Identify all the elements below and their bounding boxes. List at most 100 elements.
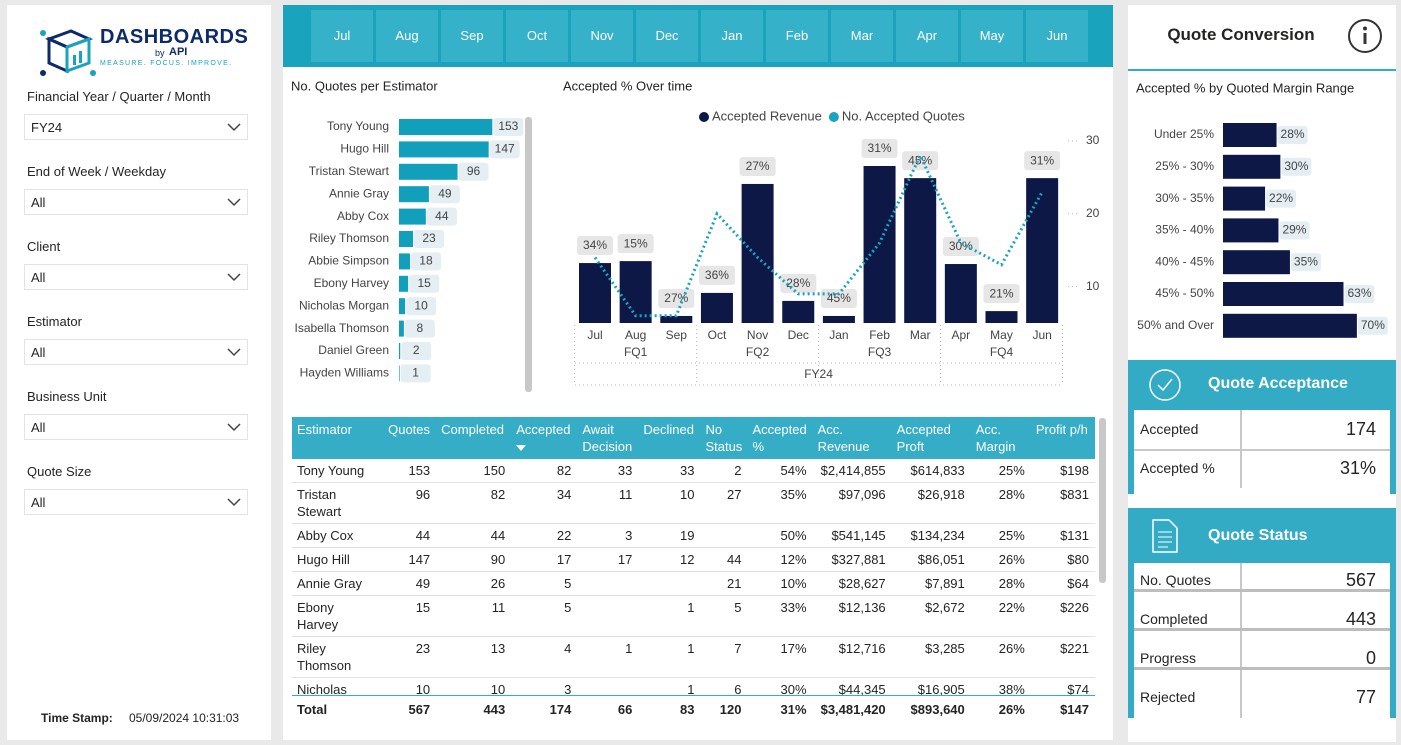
table-cell: 10: [436, 677, 512, 695]
table-cell: 5: [700, 595, 748, 637]
table-cell: 1: [638, 595, 701, 637]
column-header[interactable]: Profit p/h: [1030, 417, 1095, 459]
dropdown-value: All: [31, 270, 46, 285]
table-cell: 90: [436, 547, 512, 572]
table-cell: 4: [511, 636, 578, 678]
month-tab[interactable]: Jan: [701, 10, 763, 62]
total-cell: 66: [577, 695, 639, 721]
table-cell: [638, 571, 701, 596]
table-cell: $541,145: [812, 523, 892, 548]
month-tab[interactable]: Jun: [1026, 10, 1088, 62]
table-cell: 33%: [747, 595, 813, 637]
table-cell: 3: [511, 677, 578, 695]
table-cell: $28,627: [812, 571, 892, 596]
column-header[interactable]: Quotes: [383, 417, 437, 459]
column-header[interactable]: Accepted: [511, 417, 578, 459]
table-cell: 12%: [747, 547, 813, 572]
table-cell: 54%: [747, 459, 813, 483]
table-row: Ebony Harvey 15 11 5 1 5 33% $12,136 $2,672 22% $2…: [292, 595, 1095, 637]
logo-icon: [40, 29, 96, 76]
card-value: 174: [1345, 419, 1376, 439]
month-tab[interactable]: Apr: [896, 10, 958, 62]
month-tab[interactable]: May: [961, 10, 1023, 62]
table-row: Hugo Hill 147 90 17 17 12 44 12% $327,881 $86,051…: [292, 547, 1095, 572]
table-cell: 147: [383, 547, 437, 572]
card-value: 567: [1345, 570, 1376, 590]
month-tab[interactable]: Feb: [766, 10, 828, 62]
dropdown[interactable]: All: [24, 264, 248, 290]
filter-label: Business Unit: [27, 389, 107, 404]
table-cell: 15: [383, 595, 437, 637]
table-total: Total 567 443 174 66 83 120 31% $3,481,420 $893,6…: [292, 695, 1095, 721]
table-cell: $2,414,855: [812, 459, 892, 483]
dropdown[interactable]: All: [24, 489, 248, 515]
table-cell: $221: [1030, 636, 1095, 678]
table-cell: 7: [700, 636, 748, 678]
info-icon[interactable]: [1347, 18, 1383, 54]
table-cell: $16,905: [891, 677, 971, 695]
month-tab[interactable]: Mar: [831, 10, 893, 62]
month-tab[interactable]: Jul: [311, 10, 373, 62]
table-cell: $134,234: [891, 523, 971, 548]
dropdown[interactable]: FY24: [24, 114, 248, 140]
table-cell: 26%: [970, 547, 1031, 572]
table-cell: 96: [383, 482, 437, 524]
column-header[interactable]: Completed: [436, 417, 512, 459]
table-cell: 3: [577, 523, 639, 548]
dropdown[interactable]: All: [24, 189, 248, 215]
table-cell: 21: [700, 571, 748, 596]
table-cell: 1: [638, 636, 701, 678]
chevron: [227, 498, 241, 507]
table-cell: 150: [436, 459, 512, 483]
column-header[interactable]: No Status: [700, 417, 748, 459]
table-cell: $12,136: [812, 595, 892, 637]
column-header[interactable]: Await Decision: [577, 417, 639, 459]
table-body: Tony Young 153 150 82 33 33 2 54% $2,414,855 $614…: [292, 459, 1095, 695]
table-row: Riley Thomson 23 13 4 1 1 7 17% $12,716 $3,285 26%…: [292, 636, 1095, 678]
month-tab[interactable]: Oct: [506, 10, 568, 62]
table-cell: $198: [1030, 459, 1095, 483]
estimator-table: Estimator Quotes Completed Accepted Await De…: [292, 417, 1095, 721]
column-header[interactable]: Acc. Revenue: [812, 417, 892, 459]
table-cell: 33: [577, 459, 639, 483]
column-header[interactable]: Accepted Proft: [891, 417, 971, 459]
table-cell: 10: [383, 677, 437, 695]
table-cell: 82: [511, 459, 578, 483]
card-value: 443: [1345, 609, 1376, 629]
table-cell: $7,891: [891, 571, 971, 596]
month-tab[interactable]: Dec: [636, 10, 698, 62]
table-cell: 27: [700, 482, 748, 524]
total-cell: $3,481,420: [812, 695, 892, 721]
month-tab[interactable]: Nov: [571, 10, 633, 62]
table-cell: 1: [638, 677, 701, 695]
table-cell: 33: [638, 459, 701, 483]
month-tab[interactable]: Sep: [441, 10, 503, 62]
table-cell: Riley Thomson: [292, 636, 384, 678]
card-label: Rejected: [1140, 689, 1196, 705]
column-header[interactable]: Accepted %: [747, 417, 813, 459]
total-cell: $893,640: [891, 695, 971, 721]
filter-label: Estimator: [27, 314, 82, 329]
table-cell: 10%: [747, 571, 813, 596]
table-cell: 49: [383, 571, 437, 596]
dropdown[interactable]: All: [24, 414, 248, 440]
dropdown[interactable]: All: [24, 339, 248, 365]
table-header: Estimator Quotes Completed Accepted Await De…: [292, 417, 1095, 459]
total-cell: 174: [511, 695, 578, 721]
month-tab[interactable]: Aug: [376, 10, 438, 62]
column-header[interactable]: Estimator: [292, 417, 384, 459]
table-cell: $131: [1030, 523, 1095, 548]
table-cell: 38%: [970, 677, 1031, 695]
logo-by: by: [155, 48, 165, 58]
table-cell: $3,285: [891, 636, 971, 678]
table-cell: $12,716: [812, 636, 892, 678]
scrollbar: [1099, 418, 1106, 583]
table-cell: Ebony Harvey: [292, 595, 384, 637]
table-cell: Tony Young: [292, 459, 384, 483]
column-header[interactable]: Acc. Margin: [970, 417, 1031, 459]
timestamp-label: Time Stamp:: [41, 711, 113, 725]
table-cell: $86,051: [891, 547, 971, 572]
column-header[interactable]: Declined: [638, 417, 701, 459]
card-value: 0: [1365, 648, 1376, 668]
